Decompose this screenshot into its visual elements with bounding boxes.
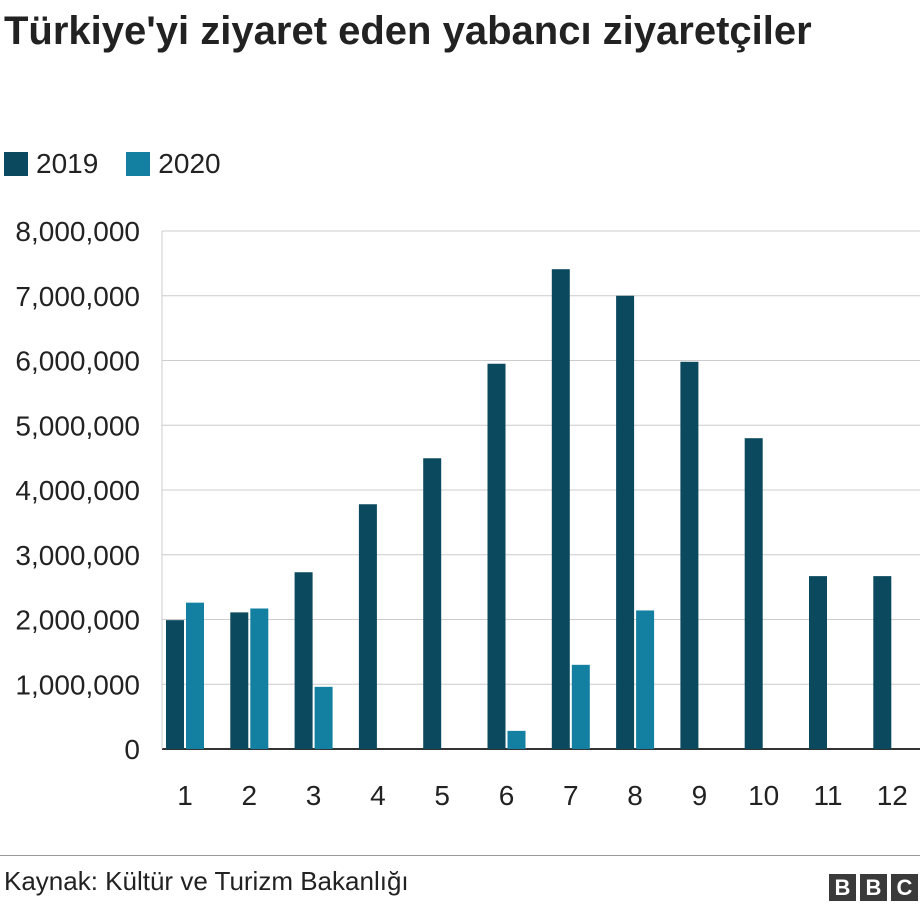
x-tick-label: 7	[563, 780, 579, 811]
y-axis-ticks: 0 1,000,000 2,000,000 3,000,000 4,000,000 5,0…	[15, 216, 140, 765]
x-tick-label: 5	[434, 780, 450, 811]
bbc-logo-block: B	[860, 874, 887, 901]
y-tick-label: 0	[124, 734, 140, 765]
legend-label-2020: 2020	[158, 148, 221, 179]
source-note: Kaynak: Kültür ve Turizm Bakanlığı	[4, 866, 409, 896]
x-tick-label: 10	[748, 780, 779, 811]
x-tick-label: 2	[242, 780, 258, 811]
gridlines	[161, 230, 920, 750]
bar-2020-7	[571, 664, 590, 749]
footer-divider	[0, 855, 920, 856]
bar-2020-8	[636, 610, 655, 749]
y-tick-label: 4,000,000	[15, 475, 140, 506]
x-tick-label: 12	[877, 780, 908, 811]
bbc-logo: B B C	[825, 874, 918, 901]
bar-2019-3	[294, 572, 313, 749]
bar-2019-7	[551, 269, 570, 749]
y-tick-label: 3,000,000	[15, 540, 140, 571]
bar-2020-6	[507, 730, 526, 749]
x-tick-label: 11	[813, 780, 842, 811]
bar-2020-2	[250, 608, 269, 749]
legend-item-2019: 2019	[4, 148, 98, 180]
bar-2019-5	[423, 458, 442, 749]
legend-label-2019: 2019	[36, 148, 99, 179]
bar-2019-8	[616, 295, 635, 749]
chart-title: Türkiye'yi ziyaret eden yabancı ziyaretç…	[4, 9, 812, 53]
legend: 2019 2020	[4, 148, 249, 180]
bars	[166, 269, 892, 749]
x-tick-label: 3	[306, 780, 322, 811]
legend-swatch-2019	[4, 152, 28, 176]
legend-item-2020: 2020	[126, 148, 221, 180]
y-tick-label: 6,000,000	[15, 346, 140, 377]
bar-2020-3	[314, 686, 333, 749]
bar-2019-9	[680, 361, 699, 749]
bar-chart: 0 1,000,000 2,000,000 3,000,000 4,000,000 5,0…	[15, 216, 920, 811]
y-tick-label: 2,000,000	[15, 605, 140, 636]
bar-2019-6	[487, 363, 506, 749]
bar-2019-1	[166, 620, 184, 749]
bar-2019-4	[358, 504, 377, 749]
y-tick-label: 5,000,000	[15, 410, 140, 441]
x-tick-label: 9	[692, 780, 708, 811]
x-tick-label: 8	[627, 780, 643, 811]
bbc-logo-block: C	[891, 874, 918, 901]
y-tick-label: 7,000,000	[15, 281, 140, 312]
y-tick-label: 1,000,000	[15, 669, 140, 700]
bar-2019-11	[809, 576, 827, 749]
x-axis-ticks: 1 2 3 4 5 6 7 8 9 10 11 12	[177, 780, 908, 811]
bbc-logo-block: B	[829, 874, 856, 901]
x-tick-label: 4	[370, 780, 386, 811]
legend-swatch-2020	[126, 152, 151, 176]
x-tick-label: 6	[499, 780, 515, 811]
y-tick-label: 8,000,000	[15, 216, 140, 247]
x-tick-label: 1	[177, 780, 193, 811]
bar-2020-1	[186, 602, 204, 749]
bar-2019-2	[230, 612, 249, 749]
bar-2019-10	[744, 438, 763, 749]
bar-2019-12	[873, 576, 892, 749]
